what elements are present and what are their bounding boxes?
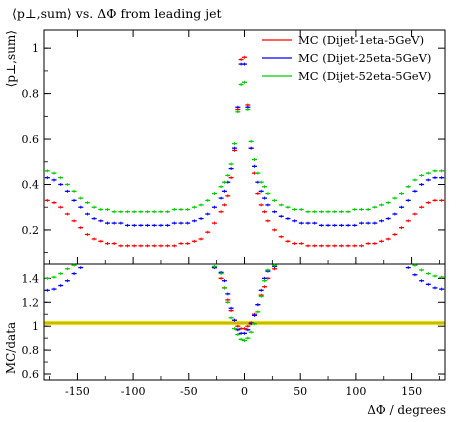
ratio-plot-panel: 0.6 0.8 1 1.2 1.4 -150 -100 -50 0 50 100 150 MC/da…: [4, 263, 446, 417]
ratio-data-points: [44, 263, 445, 343]
main-y-tick-label: 1: [32, 42, 39, 55]
ratio-y-tick-label: 0.6: [22, 368, 40, 381]
x-tick-label: -150: [65, 385, 90, 398]
ratio-y-axis-label: MC/data: [4, 322, 18, 374]
main-y-tick-label: 0.2: [22, 224, 40, 237]
chart-title: ⟨p⊥,sum⟩ vs. ΔΦ from leading jet: [12, 6, 222, 21]
main-y-tick-label: 0.8: [22, 88, 40, 101]
ratio-series-2: [44, 264, 445, 335]
chart-legend: MC (Dijet-1eta-5GeV) MC (Dijet-25eta-5Ge…: [262, 33, 431, 83]
main-series-2: [44, 62, 445, 227]
x-axis-label: ΔΦ / degrees: [367, 403, 446, 417]
ratio-series-1: [211, 266, 278, 331]
ratio-y-tick-label: 1: [32, 320, 39, 333]
ratio-y-tick-label: 1.4: [22, 272, 40, 285]
main-series-3: [44, 80, 445, 214]
x-tick-label: -50: [180, 385, 198, 398]
x-tick-label: 150: [401, 385, 422, 398]
ratio-y-tick-label: 1.2: [22, 296, 40, 309]
x-tick-label: 100: [345, 385, 366, 398]
main-series-1: [44, 55, 445, 248]
main-y-axis: 0.2 0.4 0.6 0.8 1: [22, 42, 445, 254]
ratio-series-3: [44, 263, 445, 343]
main-y-tick-label: 0.6: [22, 133, 40, 146]
legend-label-25eta: MC (Dijet-25eta-5GeV): [298, 51, 431, 65]
x-tick-label: 0: [241, 385, 248, 398]
x-tick-label: 50: [293, 385, 307, 398]
main-data-points: [44, 55, 445, 248]
main-y-tick-label: 0.4: [22, 178, 40, 191]
legend-label-52eta: MC (Dijet-52eta-5GeV): [298, 69, 431, 83]
ratio-y-tick-label: 0.8: [22, 344, 40, 357]
legend-label-1eta: MC (Dijet-1eta-5GeV): [298, 33, 424, 47]
x-tick-label: -100: [121, 385, 146, 398]
ratio-x-axis: -150 -100 -50 0 50 100 150: [49, 373, 440, 398]
main-x-ticks: [49, 30, 440, 264]
ratio-y-axis: 0.6 0.8 1 1.2 1.4: [22, 272, 445, 381]
main-y-axis-label: ⟨p⊥,sum⟩: [4, 30, 18, 87]
main-plot-panel: 0.2 0.4 0.6 0.8 1 ⟨p⊥,sum⟩: [4, 29, 446, 265]
